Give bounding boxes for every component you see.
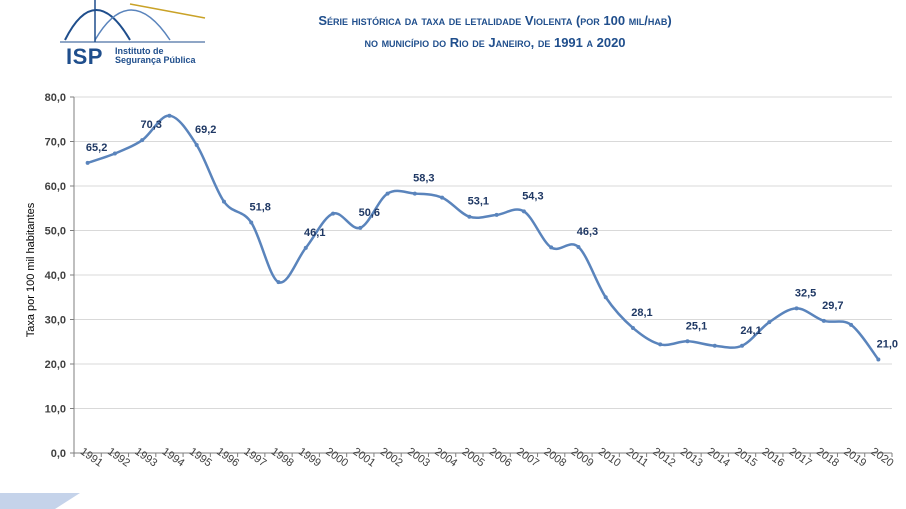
data-label: 46,1 <box>304 227 325 239</box>
y-tick-label: 80,0 <box>45 92 66 104</box>
x-tick-label: 1992 <box>105 446 132 470</box>
y-tick-label: 20,0 <box>45 359 66 371</box>
data-label: 28,1 <box>631 307 652 319</box>
x-tick-label: 2019 <box>841 446 868 470</box>
x-tick-label: 2006 <box>487 446 514 470</box>
data-point <box>331 211 336 216</box>
isp-logo-name-line1: Instituto de <box>115 46 164 56</box>
data-label: 50,6 <box>359 207 380 219</box>
data-point <box>249 220 254 225</box>
data-point <box>821 318 826 323</box>
isp-logo-graphic <box>60 0 206 43</box>
x-tick-label: 1991 <box>78 446 105 470</box>
x-tick-label: 2018 <box>814 446 841 470</box>
x-tick-label: 2011 <box>624 446 650 469</box>
x-tick-label: 1998 <box>269 446 296 470</box>
data-label: 24,1 <box>740 325 761 337</box>
data-point <box>194 143 199 148</box>
x-tick-label: 1993 <box>132 446 159 470</box>
x-tick-label: 2002 <box>378 446 405 470</box>
data-point <box>685 339 690 344</box>
data-label: 25,1 <box>686 320 707 332</box>
x-tick-label: 2009 <box>569 446 596 470</box>
x-tick-label: 1996 <box>214 446 241 470</box>
data-point <box>385 191 390 196</box>
x-tick-label: 2016 <box>760 446 787 470</box>
data-point <box>767 320 772 325</box>
data-point <box>412 191 417 196</box>
data-label: 32,5 <box>795 287 816 299</box>
data-label: 58,3 <box>413 173 434 185</box>
data-label: 69,2 <box>195 124 216 136</box>
data-label: 51,8 <box>250 201 271 213</box>
y-tick-label: 60,0 <box>45 181 66 193</box>
y-tick-label: 70,0 <box>45 137 66 149</box>
chart-title-line2: no município do Rio de Janeiro, de 1991 … <box>364 35 626 50</box>
y-tick-label: 10,0 <box>45 404 66 416</box>
data-label: 29,7 <box>822 300 843 312</box>
x-tick-label: 2004 <box>432 446 459 470</box>
y-tick-label: 50,0 <box>45 226 66 238</box>
data-point <box>467 214 472 219</box>
decorative-corner <box>0 493 80 509</box>
data-point <box>494 212 499 217</box>
y-tick-label: 30,0 <box>45 315 66 327</box>
data-point <box>140 138 145 143</box>
data-point <box>876 357 881 362</box>
data-label: 53,1 <box>468 196 489 208</box>
isp-logo-name: Instituto de Segurança Pública <box>115 47 196 65</box>
isp-logo-acronym: ISP <box>66 44 103 69</box>
x-tick-label: 2005 <box>460 446 487 470</box>
isp-logo-name-line2: Segurança Pública <box>115 55 196 65</box>
data-point <box>276 280 281 285</box>
data-point <box>167 113 172 118</box>
data-point <box>303 245 308 250</box>
data-label: 21,0 <box>877 339 898 351</box>
series-line <box>87 114 880 361</box>
data-point <box>576 244 581 249</box>
data-point <box>85 160 90 165</box>
x-tick-label: 2003 <box>405 446 432 470</box>
data-point <box>521 209 526 214</box>
data-point <box>849 322 854 327</box>
data-point <box>658 342 663 347</box>
y-tick-label: 0,0 <box>51 448 66 460</box>
x-tick-label: 1995 <box>187 446 214 470</box>
data-point <box>112 151 117 156</box>
x-tick-label: 2010 <box>596 446 623 470</box>
data-point <box>358 225 363 230</box>
data-point <box>221 199 226 204</box>
x-tick-label: 2013 <box>678 446 705 470</box>
x-tick-label: 2007 <box>514 446 541 470</box>
data-point <box>712 343 717 348</box>
data-point <box>549 245 554 250</box>
x-tick-label: 2000 <box>323 446 350 470</box>
x-tick-label: 2012 <box>650 446 677 470</box>
data-point <box>603 295 608 300</box>
data-point <box>630 325 635 330</box>
data-point <box>440 195 445 200</box>
data-label: 46,3 <box>577 226 598 238</box>
chart-title: Série histórica da taxa de letalidade Vi… <box>230 10 760 54</box>
x-tick-label: 2017 <box>787 446 814 470</box>
x-tick-label: 2008 <box>541 446 568 470</box>
data-label: 65,2 <box>86 142 107 154</box>
x-tick-label: 1999 <box>296 446 323 470</box>
data-point <box>794 306 799 311</box>
data-point <box>740 343 745 348</box>
x-tick-label: 1994 <box>160 446 187 470</box>
x-tick-label: 2015 <box>732 446 759 470</box>
x-tick-label: 2014 <box>705 446 732 470</box>
y-tick-label: 40,0 <box>45 270 66 282</box>
chart-title-line1: Série histórica da taxa de letalidade Vi… <box>318 13 672 28</box>
data-label: 54,3 <box>522 190 543 202</box>
y-axis-title: Taxa por 100 mil habitantes <box>25 202 37 337</box>
x-tick-label: 2020 <box>869 446 896 470</box>
x-tick-label: 2001 <box>351 446 378 470</box>
data-label: 70,3 <box>140 119 161 131</box>
x-tick-label: 1997 <box>241 446 268 470</box>
